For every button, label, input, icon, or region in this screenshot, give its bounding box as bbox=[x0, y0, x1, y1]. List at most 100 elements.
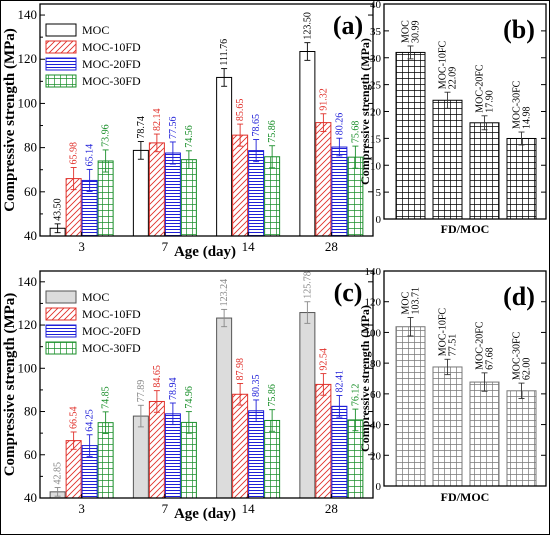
x-axis-label: FD/MOC bbox=[441, 490, 490, 504]
x-tick-label: 3 bbox=[78, 239, 85, 254]
bar bbox=[469, 381, 500, 487]
value-label: 78.74 bbox=[136, 116, 147, 139]
value-label: 43.50 bbox=[53, 198, 64, 221]
x-axis-label: FD/MOC bbox=[441, 222, 490, 236]
legend-swatch bbox=[45, 57, 77, 71]
value-label: MOC-30FC bbox=[512, 80, 523, 129]
y-tick-label: 30 bbox=[370, 53, 382, 65]
bar bbox=[180, 421, 197, 499]
value-label: MOC bbox=[401, 20, 412, 43]
y-tick-label: 25 bbox=[370, 80, 382, 92]
legend-label: MOC-20FD bbox=[82, 57, 141, 71]
legend-swatch bbox=[45, 40, 77, 54]
legend-label: MOC-10FD bbox=[82, 40, 141, 54]
bar bbox=[506, 137, 537, 220]
y-tick-label: 40 bbox=[370, 0, 382, 11]
y-tick-label: 15 bbox=[370, 133, 382, 145]
y-tick-label: 140 bbox=[18, 274, 38, 289]
bar bbox=[315, 383, 332, 499]
value-label: 78.65 bbox=[251, 114, 262, 137]
value-label: 42.85 bbox=[53, 462, 64, 485]
value-label: MOC-10FC bbox=[438, 308, 449, 357]
value-label: 84.65 bbox=[152, 365, 163, 388]
value-label: 77.51 bbox=[448, 334, 459, 357]
y-axis-label: Compressive strength (MPa) bbox=[358, 305, 372, 452]
y-tick-label: 60 bbox=[370, 389, 382, 401]
value-label: MOC-20FC bbox=[475, 321, 486, 370]
value-label: 111.76 bbox=[219, 39, 230, 66]
bar bbox=[331, 405, 348, 499]
value-label: 74.96 bbox=[184, 386, 195, 409]
x-tick-label: 14 bbox=[242, 239, 256, 254]
legend-swatch bbox=[45, 341, 77, 355]
y-tick-label: 140 bbox=[18, 7, 38, 22]
value-label: 74.56 bbox=[184, 125, 195, 148]
bar bbox=[148, 400, 165, 499]
y-axis-label: Compressive strength (MPa) bbox=[358, 38, 372, 185]
value-label: 65.14 bbox=[85, 144, 96, 167]
y-axis-label: Compressive strength (MPa) bbox=[2, 293, 18, 477]
panel-0: 43.50 78.74 111.76 123.50 65.98 82.14 85.65 91.… bbox=[2, 3, 374, 260]
y-tick-label: 100 bbox=[365, 327, 382, 339]
value-label: 76.12 bbox=[350, 384, 361, 407]
value-label: 75.68 bbox=[350, 121, 361, 144]
bar bbox=[248, 150, 265, 237]
bar bbox=[299, 312, 316, 499]
y-tick-label: 0 bbox=[376, 481, 382, 493]
y-tick-label: 100 bbox=[18, 360, 38, 375]
panel-tag: (a) bbox=[333, 11, 363, 40]
legend-swatch bbox=[45, 23, 77, 37]
legend-label: MOC-10FD bbox=[82, 307, 141, 321]
value-label: 74.85 bbox=[101, 386, 112, 409]
bar bbox=[469, 122, 500, 220]
value-label: MOC-30FC bbox=[512, 331, 523, 380]
plot-frame bbox=[39, 3, 374, 237]
y-tick-label: 120 bbox=[18, 317, 38, 332]
value-label: 78.94 bbox=[168, 378, 179, 401]
value-label: 77.89 bbox=[136, 380, 147, 403]
y-tick-label: 5 bbox=[376, 187, 382, 199]
y-tick-label: 20 bbox=[370, 450, 382, 462]
legend-swatch bbox=[45, 74, 77, 88]
x-tick-label: 28 bbox=[325, 239, 338, 254]
value-label: 80.35 bbox=[251, 374, 262, 397]
value-label: 14.98 bbox=[522, 107, 533, 130]
legend-swatch bbox=[45, 307, 77, 321]
bar bbox=[432, 366, 463, 487]
y-tick-label: 0 bbox=[376, 214, 382, 226]
bar bbox=[395, 326, 426, 487]
y-tick-label: 120 bbox=[365, 297, 382, 309]
legend-label: MOC bbox=[82, 23, 109, 37]
bar bbox=[148, 142, 165, 237]
legend-swatch bbox=[45, 324, 77, 338]
panel-2: 42.85 77.89 123.24 125.78 66.54 84.65 87.98 92.… bbox=[2, 270, 374, 522]
bar bbox=[97, 422, 114, 499]
value-label: 62.00 bbox=[522, 358, 533, 381]
value-label: 123.24 bbox=[219, 279, 230, 307]
value-label: MOC bbox=[401, 291, 412, 314]
y-tick-label: 80 bbox=[24, 404, 37, 419]
y-tick-label: 40 bbox=[370, 420, 382, 432]
y-tick-label: 60 bbox=[24, 184, 37, 199]
legend-label: MOC-30FD bbox=[82, 341, 141, 355]
legend-label: MOC-30FD bbox=[82, 74, 141, 88]
value-label: 22.09 bbox=[448, 67, 459, 90]
value-label: 66.54 bbox=[69, 406, 80, 429]
y-tick-label: 40 bbox=[24, 490, 37, 505]
bar bbox=[232, 393, 249, 499]
bar bbox=[216, 76, 233, 237]
bar bbox=[248, 410, 265, 499]
y-tick-label: 40 bbox=[24, 228, 37, 243]
x-axis-label: Age (day) bbox=[174, 506, 236, 522]
bar bbox=[395, 51, 426, 220]
y-tick-label: 35 bbox=[370, 26, 382, 38]
x-tick-label: 14 bbox=[242, 501, 256, 516]
x-tick-label: 28 bbox=[325, 501, 338, 516]
value-label: 87.98 bbox=[235, 358, 246, 381]
bar bbox=[180, 159, 197, 237]
panel-1: MOC 30.99 MOC-10FC 22.09 MOC-20FC 17.90 MOC-30… bbox=[358, 0, 547, 236]
bar bbox=[232, 134, 249, 237]
y-tick-label: 100 bbox=[18, 95, 38, 110]
value-label: 82.41 bbox=[334, 370, 345, 393]
